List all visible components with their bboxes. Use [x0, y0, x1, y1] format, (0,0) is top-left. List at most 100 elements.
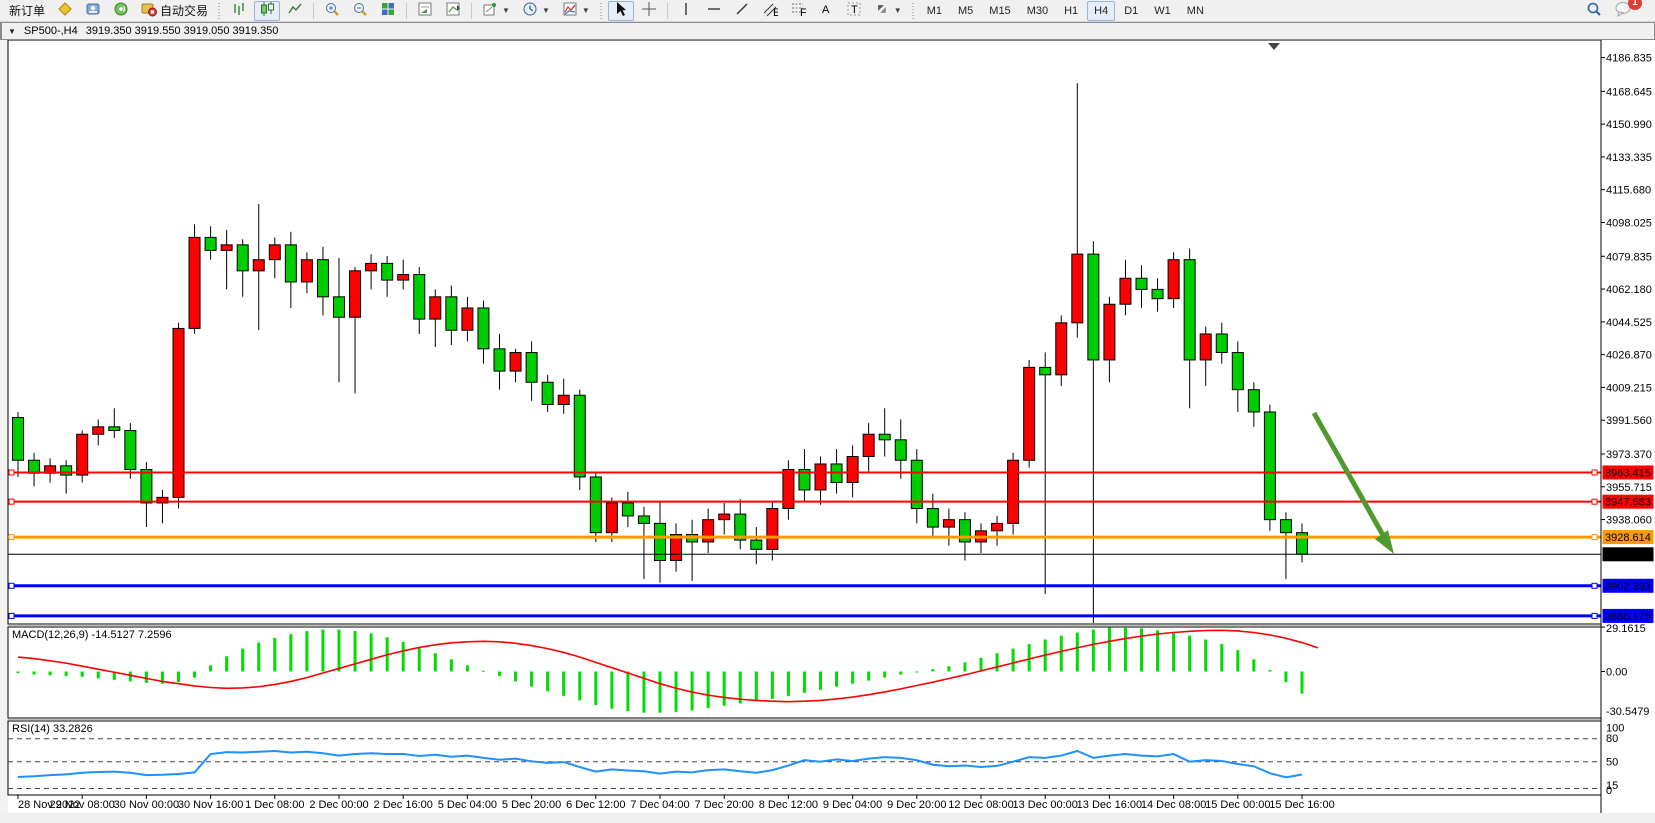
price-label-text: 3947.683: [1605, 497, 1651, 509]
crosshair-icon: [641, 1, 657, 20]
new-chart-button[interactable]: ▼: [477, 1, 515, 21]
chart-area[interactable]: 4186.835 4168.645 4150.990 4133.335 4115.680…: [0, 39, 1655, 823]
crosshair-button[interactable]: [636, 1, 662, 21]
macd-histogram-bar: [209, 665, 213, 672]
macd-histogram-bar: [1091, 629, 1095, 672]
macd-histogram-bar: [883, 671, 887, 678]
periods-button[interactable]: ▼: [517, 1, 555, 21]
timeframe-mn[interactable]: MN: [1186, 4, 1204, 17]
indicators-button[interactable]: ▼: [557, 1, 595, 21]
candle-body: [381, 262, 394, 281]
candle-body: [926, 508, 939, 528]
indicator-window-button[interactable]: [412, 1, 438, 21]
timeframe-m5[interactable]: M5: [958, 4, 974, 17]
macd-histogram-bar: [610, 671, 614, 709]
chart-shift-marker-icon[interactable]: [1268, 43, 1280, 50]
line-handle[interactable]: [8, 582, 15, 589]
trend-arrow-annotation[interactable]: [1311, 411, 1387, 539]
candle-body: [1087, 253, 1100, 361]
toolbar-grip[interactable]: [217, 2, 223, 19]
macd-histogram-bar: [160, 671, 164, 684]
text-label-button[interactable]: T: [841, 1, 867, 21]
tile-windows-button[interactable]: [375, 1, 401, 21]
timeframe-m30[interactable]: M30: [1026, 4, 1049, 17]
line-handle[interactable]: [8, 612, 15, 619]
macd-histogram-bar: [835, 671, 839, 687]
candle-body: [268, 244, 281, 261]
candle-body: [814, 463, 827, 491]
horizontal-line-button[interactable]: [701, 1, 727, 21]
equidistant-channel-button[interactable]: E: [757, 1, 783, 21]
main-panel[interactable]: [7, 39, 1602, 625]
signals-button[interactable]: [108, 1, 134, 21]
metaeditor-icon: [57, 1, 73, 20]
vertical-line-icon: [678, 1, 694, 20]
line-handle[interactable]: [1591, 534, 1598, 541]
window-bottom-edge: [0, 813, 1655, 823]
new-order-button[interactable]: 新订单: [4, 1, 50, 21]
candlestick-chart-button[interactable]: [254, 0, 281, 21]
candle-body: [621, 502, 634, 517]
window-menu-icon[interactable]: ▼: [8, 26, 16, 36]
line-handle[interactable]: [1591, 582, 1598, 589]
macd-histogram-bar: [530, 671, 534, 687]
bar-chart-icon: [231, 1, 247, 20]
line-handle[interactable]: [8, 498, 15, 505]
chart-shift-button[interactable]: [440, 1, 466, 21]
macd-histogram-bar: [867, 671, 871, 681]
arrows-button[interactable]: ▼: [869, 1, 907, 21]
candle-body: [1183, 259, 1196, 361]
price-axis-tick-label: 4009.215: [1606, 382, 1652, 394]
time-axis-label: 28 Nov 2022: [18, 799, 80, 811]
price-chart-canvas[interactable]: 4186.835 4168.645 4150.990 4133.335 4115.680…: [0, 39, 1655, 823]
candle-body: [605, 502, 618, 534]
timeframe-h1[interactable]: H1: [1064, 4, 1079, 17]
candle-body: [1103, 303, 1116, 361]
toolbar-grip[interactable]: [598, 2, 604, 19]
cursor-button[interactable]: [607, 0, 634, 21]
price-label-text: 3928.614: [1605, 532, 1651, 544]
line-handle[interactable]: [1591, 469, 1598, 476]
candle-body: [284, 244, 297, 283]
chat-button[interactable]: 1: [1609, 0, 1642, 21]
candle-body: [734, 513, 747, 541]
svg-text:T: T: [851, 4, 858, 16]
text-button[interactable]: A: [813, 1, 839, 21]
candle-body: [589, 476, 602, 534]
rsi-panel[interactable]: [7, 720, 1602, 796]
candle-body: [958, 519, 971, 543]
macd-histogram-bar: [802, 671, 806, 693]
auto-trading-button[interactable]: 自动交易: [136, 1, 213, 21]
line-handle[interactable]: [1591, 612, 1598, 619]
line-handle[interactable]: [1591, 498, 1598, 505]
vertical-line-button[interactable]: [673, 1, 699, 21]
text-icon: A: [818, 1, 834, 20]
toolbar-grip[interactable]: [910, 2, 916, 19]
line-handle[interactable]: [8, 534, 15, 541]
timeframe-d1[interactable]: D1: [1124, 4, 1139, 17]
fibonacci-button[interactable]: F: [785, 1, 811, 21]
trendline-button[interactable]: [729, 1, 755, 21]
chart-window-titlebar[interactable]: ▼ SP500-,H4 3919.350 3919.550 3919.050 3…: [0, 22, 1655, 40]
candle-body: [750, 539, 763, 550]
price-label-flag: [1602, 465, 1654, 480]
timeframe-m1[interactable]: M1: [926, 4, 942, 17]
metaeditor-button[interactable]: [52, 1, 78, 21]
search-button[interactable]: [1581, 1, 1607, 21]
timeframe-m15[interactable]: M15: [989, 4, 1011, 17]
time-axis-label: 5 Dec 20:00: [502, 799, 561, 811]
macd-histogram-bar: [144, 671, 148, 683]
terminal-button[interactable]: [80, 1, 106, 21]
zoom-out-button[interactable]: [347, 1, 373, 21]
macd-histogram-bar: [931, 669, 935, 672]
candle-body: [300, 259, 313, 283]
line-chart-button[interactable]: [282, 1, 308, 21]
zoom-in-button[interactable]: [319, 1, 345, 21]
line-handle[interactable]: [8, 469, 15, 476]
timeframe-w1[interactable]: W1: [1154, 4, 1171, 17]
candle-body: [1263, 411, 1276, 521]
timeframe-h4[interactable]: H4: [1087, 0, 1116, 21]
bar-chart-button[interactable]: [226, 1, 252, 21]
candle-body: [445, 296, 458, 331]
macd-histogram-bar: [1011, 648, 1015, 672]
